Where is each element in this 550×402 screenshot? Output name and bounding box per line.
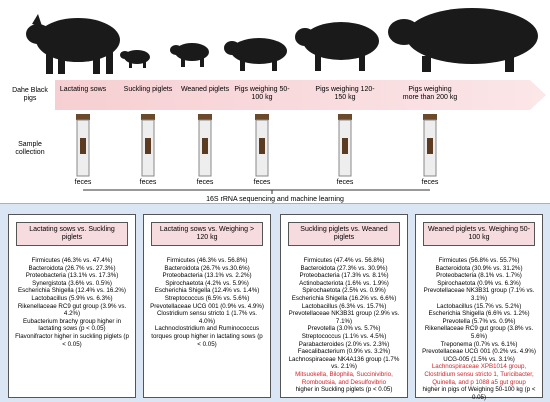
taxa-item: Proteobacteria (13.1% vs. 17.3%) xyxy=(25,272,119,280)
sample-tubes xyxy=(76,114,437,177)
taxa-item: Prevotella (5.7% vs. 0.9%) xyxy=(442,317,516,325)
stage-label: Pigs weighing more than 200 kg xyxy=(402,86,458,101)
stage-label: Suckling piglets xyxy=(123,86,173,93)
taxa-item: Bacteroidota (26.7% vs. 27.3%) xyxy=(28,264,116,272)
stage-label: Pigs weighing 120-150 kg xyxy=(315,86,375,101)
comparison-title: Lactating sows vs. Suckling piglets xyxy=(16,222,128,246)
taxa-item: Lactobacillus (5.9% vs. 6.3%) xyxy=(31,294,113,302)
stage-label: Lactating sows xyxy=(59,86,107,93)
taxa-item: Streptococcus (6.5% vs. 5.6%) xyxy=(164,294,250,302)
taxa-item: Spirochaetota (4.2% vs. 5.9%) xyxy=(165,279,249,287)
sample-type-label: feces xyxy=(253,179,271,186)
taxa-item: higher in Suckling piglets (p < 0.05) xyxy=(295,386,393,394)
taxa-item: Parabacteroides (2.0% vs. 2.3%) xyxy=(298,340,390,348)
taxa-item: Mitsuokella, Bilophila, Succinivibrio, R… xyxy=(295,370,393,386)
taxa-item: Proteobacteria (13.1% vs. 2.2%) xyxy=(162,272,252,280)
pig-silhouettes xyxy=(26,8,538,74)
sample-type-label: feces xyxy=(74,179,92,186)
comparison-title: Weaned piglets vs. Weighing 50-100 kg xyxy=(423,222,535,246)
taxa-item: Faecalibacterium (0.9% vs. 3.2%) xyxy=(297,348,391,356)
taxa-item: Lachnospiraceae XPB1014 group, Clostridi… xyxy=(424,363,534,386)
comparison-title: Lactating sows vs. Weighing > 120 kg xyxy=(151,222,263,246)
taxa-item: Bacteroidota (27.3% vs. 30.9%) xyxy=(300,264,388,272)
bracket xyxy=(83,189,430,194)
method-label: 16S rRNA sequencing and machine learning xyxy=(206,196,344,203)
taxa-item: UCG-005 (1.5% vs. 3.1%) xyxy=(443,355,515,363)
comparison-box: Weaned piglets vs. Weighing 50-100 kg Fir… xyxy=(415,214,543,401)
results-panel: Lactating sows vs. Suckling piglets Firmi… xyxy=(0,203,550,402)
taxa-item: Synergistota (3.6% vs. 0.5%) xyxy=(32,279,112,287)
taxa-item: Flavonifractor higher in suckling piglet… xyxy=(15,332,129,348)
timeline-arrow xyxy=(55,80,546,110)
taxa-item: Streptococcus (1.1% vs. 4.5%) xyxy=(301,332,387,340)
illustration xyxy=(26,8,546,194)
taxa-item: Firmicutes (46.3% vs. 47.4%) xyxy=(31,257,113,264)
taxa-item: Bacteroidota (26.7% vs.30.6%) xyxy=(164,264,250,272)
taxa-item: Proteobacteria (17.3% vs. 8.1%) xyxy=(299,272,389,280)
taxa-item: Escherichia Shigella (12.4% vs. 16.2%) xyxy=(18,287,126,295)
sample-label: Sample collection xyxy=(15,141,45,156)
comparison-box: Suckling piglets vs. Weaned piglets Firmi… xyxy=(280,214,408,398)
taxa-item: Rikenellaceae RC9 gut group (3.9% vs. 4.… xyxy=(17,302,127,318)
comparison-title: Suckling piglets vs. Weaned piglets xyxy=(288,222,400,246)
taxa-item: Escherichia Shigella (16.2% vs. 6.6%) xyxy=(291,294,397,302)
comparison-box: Lactating sows vs. Suckling piglets Firmi… xyxy=(8,214,136,398)
taxa-item: Escherichia Shigella (12.4% vs. 1.4%) xyxy=(154,287,260,295)
taxa-item: Escherichia Shigella (6.6% vs. 1.2%) xyxy=(428,310,530,318)
taxa-item: Prevotellaceae NK3B31 group (2.9% vs. 7.… xyxy=(288,310,400,325)
taxa-item: Eubacterium brachy group higher in lacta… xyxy=(22,317,122,333)
taxa-item: Clostridium sensu stricto 1 (1.7% vs. 4.… xyxy=(156,310,258,325)
taxa-item: Actinobacteriota (1.6% vs. 1.9%) xyxy=(299,279,389,287)
taxa-item: Proteobacteria (8.1% vs. 1.7%) xyxy=(436,272,522,280)
taxa-item: Firmicutes (47.4% vs. 56.8%) xyxy=(303,257,385,264)
taxa-list: Firmicutes (46.3% vs. 47.4%) Bacteroidota… xyxy=(15,257,129,348)
taxa-list: Firmicutes (46.3% vs. 56.8%) Bacteroidota… xyxy=(150,257,264,348)
sample-type-label: feces xyxy=(336,179,354,186)
stage-label: Pigs weighing 50-100 kg xyxy=(234,86,290,101)
sample-type-label: feces xyxy=(196,179,214,186)
taxa-item: Spirochaetota (2.5% vs. 0.9%) xyxy=(302,287,386,295)
taxa-list: Firmicutes (47.4% vs. 56.8%) Bacteroidota… xyxy=(287,257,401,394)
comparison-box: Lactating sows vs. Weighing > 120 kg Firm… xyxy=(143,214,271,398)
taxa-item: Lachnoclostridium and Ruminococcus torqu… xyxy=(151,325,263,348)
taxa-item: Bacteroidota (30.9% vs. 31.2%) xyxy=(435,264,523,272)
taxa-item: Prevotella (3.0% vs. 5.7%) xyxy=(307,325,381,333)
sample-type-label: feces xyxy=(421,179,439,186)
taxa-item: Rikenellaceae RC9 gut group (3.8% vs. 5.… xyxy=(424,325,534,340)
taxa-item: Prevotellaceae UCG 001 (0.2% vs. 4.9%) xyxy=(422,348,536,356)
taxa-item: Lachnospiraceae NK4A136 group (1.7% vs. … xyxy=(288,355,400,371)
taxa-item: Prevotellaceae UCG 001 (0.9% vs. 4.9%) xyxy=(150,302,264,310)
taxa-item: Spirochaetota (0.9% vs. 6.3%) xyxy=(437,279,521,287)
taxa-item: Firmicutes (56.8% vs. 55.7%) xyxy=(438,257,520,264)
stages-label: Dahe Black pigs xyxy=(12,87,48,102)
sample-type-label: feces xyxy=(139,179,157,186)
taxa-item: Prevotellaceae NK3B31 group (7.1% vs. 3.… xyxy=(423,287,535,302)
taxa-item: Firmicutes (46.3% vs. 56.8%) xyxy=(166,257,248,264)
taxa-item: Lactobacillus (15.7% vs. 5.2%) xyxy=(436,302,522,310)
stage-label: Weaned piglets xyxy=(180,86,230,93)
taxa-item: higher in pigs of Weighing 50-100 kg (p … xyxy=(422,386,536,401)
taxa-item: Treponema (0.7% vs. 6.1%) xyxy=(440,340,518,348)
taxa-list: Firmicutes (56.8% vs. 55.7%) Bacteroidota… xyxy=(422,257,536,401)
taxa-item: Lactobacillus (6.3% vs. 15.7%) xyxy=(301,302,387,310)
